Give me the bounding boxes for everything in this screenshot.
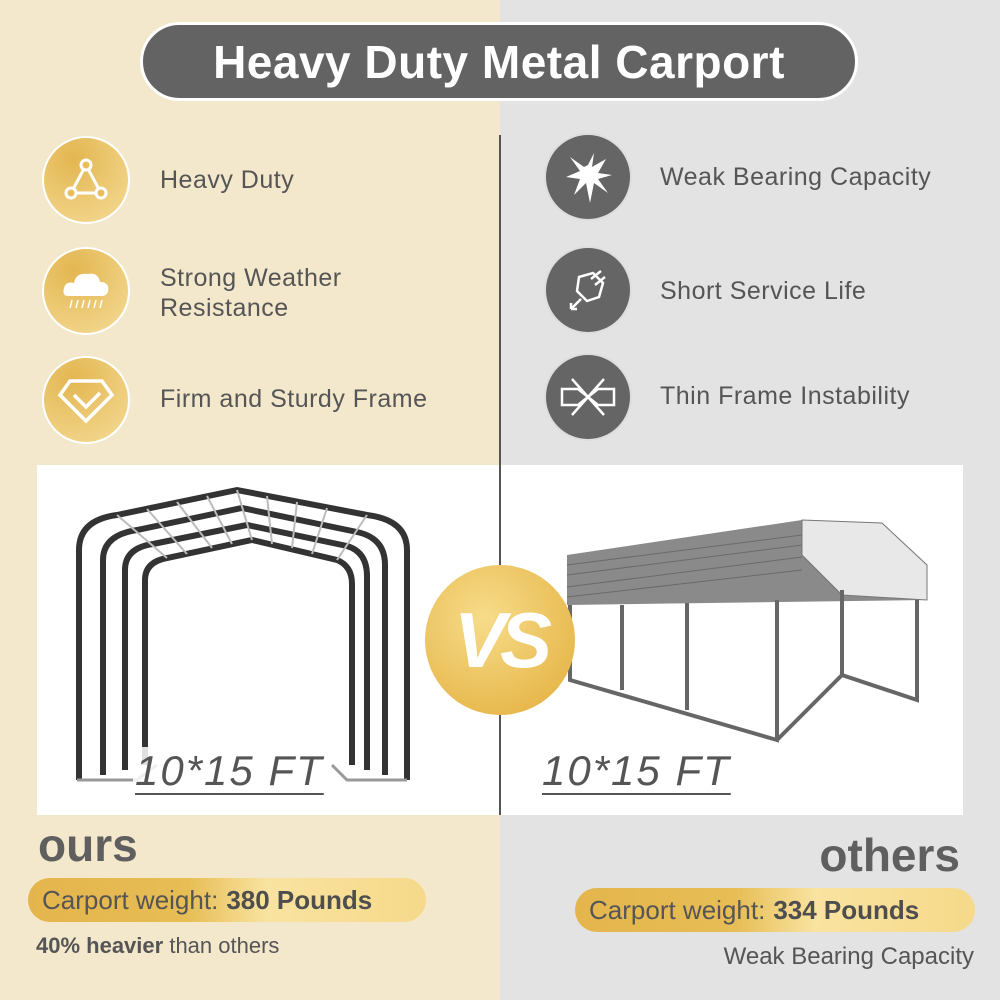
ours-carport-image <box>76 486 410 782</box>
ours-note-rest: than others <box>169 933 280 958</box>
ours-note-bold: 40% heavier <box>36 933 164 958</box>
feature-weather-line2: Resistance <box>160 294 289 322</box>
diamond-icon <box>42 356 130 444</box>
ours-weight-pill: Carport weight: 380 Pounds <box>28 878 426 922</box>
triangle-nodes-icon <box>42 136 130 224</box>
feature-weather-resistance: Strong Weather Resistance <box>160 263 342 323</box>
crack-icon <box>544 133 632 221</box>
vs-badge: VS <box>425 565 575 715</box>
others-weight-label: Carport weight: <box>589 894 766 925</box>
feature-thin-frame: Thin Frame Instability <box>660 382 910 410</box>
others-size-label: 10*15 FT <box>540 747 733 795</box>
ours-heading: ours <box>38 819 138 871</box>
others-note: Weak Bearing Capacity <box>723 943 974 970</box>
crossed-frame-icon <box>544 353 632 441</box>
feature-weather-line1: Strong Weather <box>160 264 342 292</box>
feature-short-life: Short Service Life <box>660 277 867 305</box>
feature-heavy-duty: Heavy Duty <box>160 166 295 194</box>
feature-weak-bearing: Weak Bearing Capacity <box>660 163 932 191</box>
ours-size-label: 10*15 FT <box>133 747 326 795</box>
others-heading: others <box>819 829 960 881</box>
others-carport-image <box>566 519 928 743</box>
ours-weight-label: Carport weight: <box>42 884 219 915</box>
cloud-rain-icon <box>42 247 130 335</box>
feature-sturdy-frame: Firm and Sturdy Frame <box>160 385 428 413</box>
others-weight-pill: Carport weight: 334 Pounds <box>575 888 975 932</box>
ours-note: 40% heavier than others <box>36 933 279 959</box>
page-title: Heavy Duty Metal Carport <box>140 22 858 101</box>
others-weight-value: 334 Pounds <box>773 894 920 925</box>
broken-shield-icon <box>544 246 632 334</box>
ours-weight-value: 380 Pounds <box>226 884 373 915</box>
